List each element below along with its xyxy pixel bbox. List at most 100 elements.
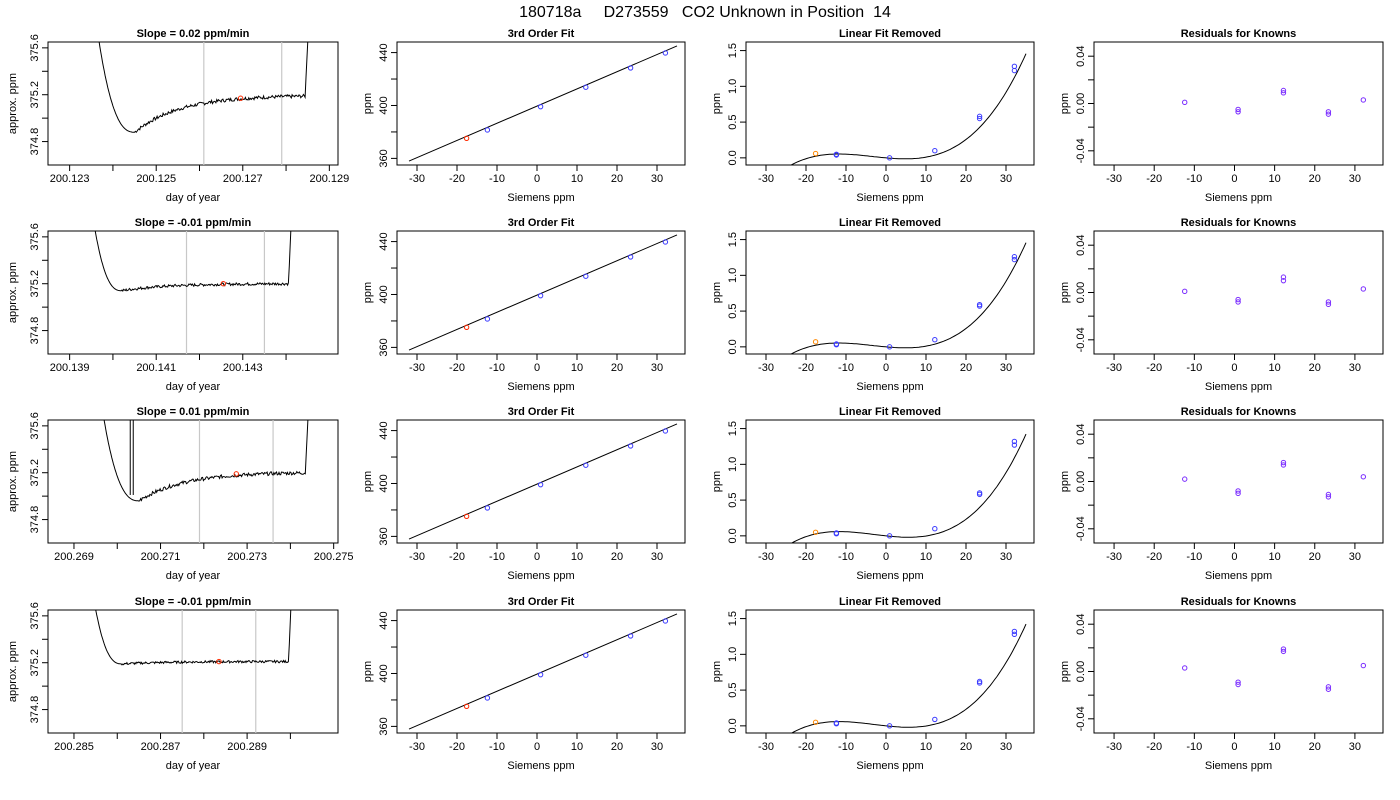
panel-row1-residuals: Residuals for Knowns -30 -20 -10 0 10 20 30 -0.0… [1059, 28, 1384, 204]
y-tick-label: 0.04 [1075, 234, 1087, 255]
known-point [976, 301, 983, 308]
x-tick-label: -30 [1106, 741, 1122, 753]
known-point [583, 84, 589, 90]
panel-row4-residuals: Residuals for Knowns -30 -20 -10 0 10 20 30 -0.0… [1059, 596, 1384, 772]
y-tick-label: 400 [378, 96, 390, 114]
residual-point [1280, 277, 1287, 284]
x-tick-label: -30 [409, 551, 425, 563]
plot-frame [396, 419, 686, 544]
x-tick-label: 30 [651, 551, 663, 563]
residual-point [1280, 648, 1287, 655]
x-tick-label: 30 [651, 741, 663, 753]
panel-title: Slope = 0.02 ppm/min [137, 28, 250, 40]
y-axis-label: ppm [362, 661, 374, 682]
x-tick-label: -20 [798, 551, 814, 563]
known-point [886, 723, 893, 729]
residual-point [1280, 274, 1287, 280]
y-axis-label: ppm [1059, 282, 1071, 303]
x-tick-label: 0 [534, 362, 540, 374]
trace-line [103, 420, 309, 502]
x-tick-label: 0 [534, 551, 540, 563]
panel-row3-linear-removed: Linear Fit Removed -30 -20 -10 0 10 20 30 0.0 0.5… [711, 406, 1035, 582]
sample-point [812, 339, 819, 345]
plot-frame [1093, 41, 1384, 166]
residual-point [1235, 106, 1241, 113]
y-tick-label: 0.5 [727, 682, 739, 697]
known-point [662, 428, 669, 434]
residual-point [1280, 87, 1287, 94]
known-point [1011, 254, 1018, 260]
x-tick-label: -20 [1146, 362, 1162, 374]
residual-point [1235, 681, 1241, 688]
y-tick-label: 1.5 [727, 611, 739, 626]
y-tick-label: 360 [378, 149, 390, 167]
x-tick-label: 200.273 [227, 551, 267, 563]
panel-title: Slope = -0.01 ppm/min [135, 217, 252, 229]
panel-title: Residuals for Knowns [1181, 406, 1297, 418]
x-tick-label: -30 [409, 741, 425, 753]
y-tick-label: 1.5 [727, 421, 739, 436]
y-tick-label: 375.6 [29, 602, 41, 630]
plot-area [408, 45, 678, 162]
x-tick-label: -30 [758, 551, 774, 563]
y-tick-label: 440 [378, 611, 390, 629]
known-point [976, 490, 983, 496]
plot-frame [47, 609, 339, 734]
known-point [484, 505, 491, 511]
y-tick-label: -0.04 [1075, 327, 1087, 352]
x-tick-label: 0 [534, 741, 540, 753]
y-tick-label: 360 [378, 527, 390, 545]
x-tick-label: 10 [571, 551, 583, 563]
y-axis-label: approx. ppm [7, 262, 19, 323]
residual-point [1325, 111, 1332, 117]
y-tick-label: 0.0 [727, 339, 739, 354]
residual-point [1235, 490, 1241, 497]
y-tick-label: 375.2 [29, 270, 41, 298]
y-tick-label: 0.5 [727, 492, 739, 507]
x-axis-label: Siemens ppm [856, 570, 923, 582]
panel-row4-fit: 3rd Order Fit -30 -20 -10 0 10 20 30 360 400 440 Si… [362, 596, 686, 772]
x-tick-label: 20 [611, 173, 623, 185]
sample-point [812, 719, 819, 725]
x-tick-label: 20 [1309, 551, 1321, 563]
plot-frame [47, 41, 339, 166]
panel-title: Slope = 0.01 ppm/min [137, 406, 250, 418]
known-point [1011, 256, 1018, 263]
residual-point [1280, 646, 1287, 652]
y-tick-label: 374.8 [29, 128, 41, 156]
x-tick-label: -10 [1186, 741, 1202, 753]
y-tick-label: 1.0 [727, 268, 739, 283]
sample-point [463, 513, 470, 519]
residual-point [1235, 299, 1241, 305]
plot-area [98, 42, 309, 165]
y-tick-label: 0.04 [1075, 45, 1087, 66]
plot-frame [1093, 609, 1384, 734]
residual-point [1235, 488, 1241, 494]
residual-point [1182, 99, 1188, 106]
residual-point [1325, 109, 1332, 115]
sample-point [220, 281, 226, 287]
y-axis-label: ppm [711, 282, 723, 303]
panel-row2-fit: 3rd Order Fit -30 -20 -10 0 10 20 30 360 400 440 Si… [362, 217, 686, 393]
plot-frame [1093, 230, 1384, 355]
x-tick-label: 0 [883, 551, 889, 563]
x-tick-label: -30 [1106, 551, 1122, 563]
x-tick-label: 30 [651, 362, 663, 374]
y-axis-label: ppm [1059, 93, 1071, 114]
y-tick-label: 1.5 [727, 43, 739, 58]
x-tick-label: -30 [758, 741, 774, 753]
x-axis-label: Siemens ppm [856, 760, 923, 772]
known-point [833, 342, 840, 348]
panel-title: Linear Fit Removed [839, 596, 941, 608]
x-tick-label: 10 [920, 551, 932, 563]
x-tick-label: 200.129 [309, 173, 349, 185]
known-point [932, 716, 938, 723]
panel-title: Residuals for Knowns [1181, 28, 1297, 40]
x-tick-label: 20 [1309, 362, 1321, 374]
x-axis-label: Siemens ppm [507, 381, 574, 393]
y-axis-label: ppm [362, 282, 374, 303]
x-tick-label: -10 [838, 362, 854, 374]
y-axis-label: ppm [1059, 471, 1071, 492]
x-tick-label: -20 [449, 551, 465, 563]
x-tick-label: 20 [611, 741, 623, 753]
